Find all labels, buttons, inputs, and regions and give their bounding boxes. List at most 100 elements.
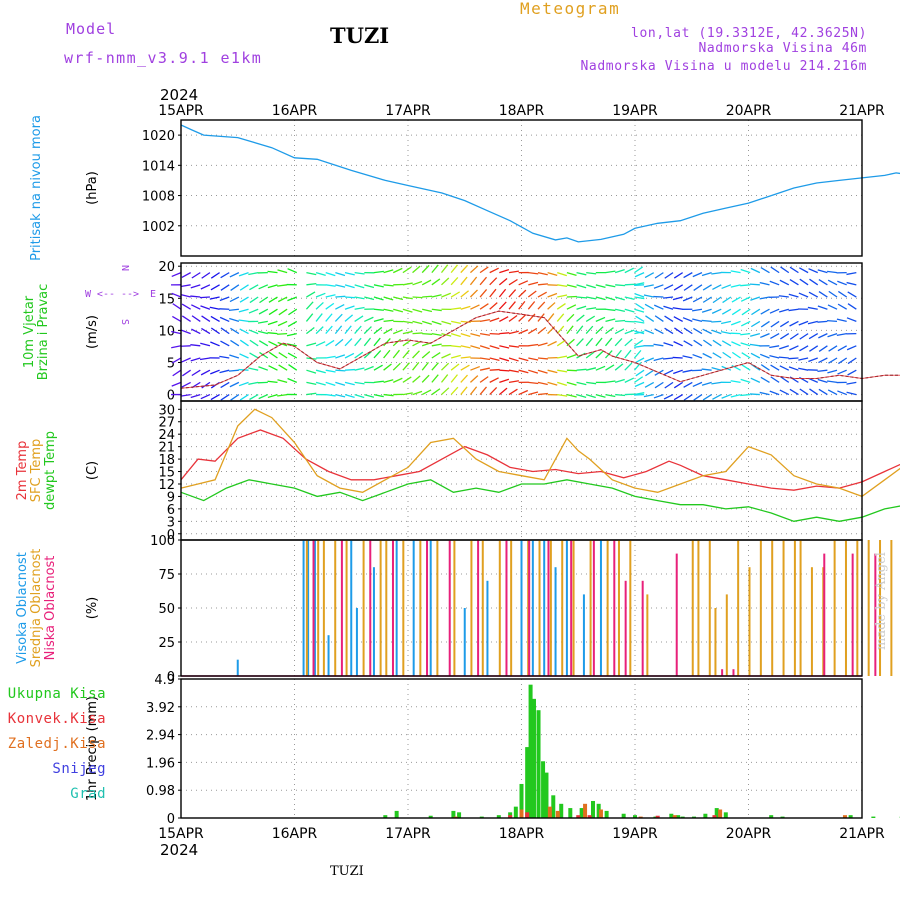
ytick-label: 3 xyxy=(167,515,175,530)
wind-arrow xyxy=(220,327,230,335)
wind-arrow xyxy=(335,272,346,277)
wind-arrow xyxy=(230,284,240,291)
wind-arrow xyxy=(837,280,847,286)
top-xtick-label: 20APR xyxy=(726,103,772,119)
bar-clouds xyxy=(429,540,432,676)
wind-arrow xyxy=(315,313,323,322)
wind-arrow xyxy=(789,279,799,286)
wind-arrow xyxy=(672,307,683,310)
wind-arrow xyxy=(586,393,596,399)
wind-arrow xyxy=(547,272,558,277)
wind-arrow xyxy=(635,369,645,377)
wind-arrow xyxy=(479,276,488,286)
bar-clouds xyxy=(510,540,513,676)
bar-clouds xyxy=(307,540,310,676)
wind-arrow xyxy=(683,340,693,347)
wind-arrow xyxy=(779,365,790,371)
wind-arrow xyxy=(672,296,683,301)
wind-arrow xyxy=(769,345,780,349)
ylabel-clouds: Niska Oblacnost xyxy=(43,556,58,661)
wind-arrow xyxy=(837,369,847,375)
precip-legend-item: Konvek.Kisa xyxy=(8,711,106,727)
bar-precipitation xyxy=(394,810,399,818)
wind-arrow xyxy=(683,272,693,279)
wind-arrow xyxy=(460,305,471,310)
wind-arrow xyxy=(412,350,420,359)
footer-station: TUZI xyxy=(330,864,364,879)
wind-arrow xyxy=(191,328,201,335)
bar-precipitation xyxy=(583,803,588,818)
wind-arrow xyxy=(556,302,566,310)
wind-arrow xyxy=(576,305,587,310)
wind-arrow xyxy=(663,393,674,400)
units-label: (%) xyxy=(85,597,100,620)
wind-arrow xyxy=(190,393,201,399)
bar-clouds xyxy=(402,540,405,676)
wind-arrow xyxy=(460,356,471,359)
bar-clouds xyxy=(856,540,859,676)
wind-arrow xyxy=(354,351,364,359)
wind-arrow xyxy=(769,280,780,286)
ytick-label: 50 xyxy=(158,602,175,617)
wind-arrow xyxy=(508,301,516,310)
wind-arrow xyxy=(693,394,703,401)
wind-arrow xyxy=(431,362,439,371)
wind-arrow xyxy=(566,313,575,322)
ytick-label: 5 xyxy=(167,356,175,371)
wind-arrow xyxy=(181,315,192,322)
wind-arrow xyxy=(605,270,616,274)
ytick-label: 12 xyxy=(158,478,175,493)
bar-clouds xyxy=(481,540,484,676)
wind-arrow xyxy=(643,294,654,298)
wind-arrow xyxy=(817,378,828,384)
wind-arrow xyxy=(750,320,761,328)
wind-arrow xyxy=(238,272,249,277)
bar-clouds xyxy=(412,540,415,676)
wind-arrow xyxy=(508,380,519,384)
wind-arrow xyxy=(287,377,298,383)
wind-arrow xyxy=(489,368,500,371)
wind-dir-east: E xyxy=(150,289,156,300)
wind-arrow xyxy=(344,368,356,371)
wind-arrow xyxy=(770,333,780,339)
units-label: 1hr Precip (mm) xyxy=(85,696,100,801)
bar-precipitation xyxy=(712,815,717,818)
bar-precipitation xyxy=(551,795,556,818)
wind-arrow xyxy=(286,332,297,337)
wind-arrow xyxy=(760,266,770,274)
wind-arrow xyxy=(664,327,674,335)
wind-arrow xyxy=(740,296,751,302)
wind-arrow xyxy=(566,284,577,288)
wind-arrow xyxy=(259,296,269,304)
ytick-label: 100 xyxy=(150,534,175,549)
wind-arrow xyxy=(344,314,354,322)
wind-arrow xyxy=(373,350,382,359)
bar-clouds xyxy=(782,540,785,676)
bar-clouds xyxy=(477,540,480,676)
wind-arrow xyxy=(287,268,298,274)
wind-arrow xyxy=(335,284,346,288)
wind-arrow xyxy=(286,343,297,347)
wind-arrow xyxy=(818,357,828,364)
ytick-label: 24 xyxy=(158,428,175,443)
wind-arrow xyxy=(450,374,458,383)
wind-arrow xyxy=(605,380,616,384)
wind-arrow xyxy=(229,272,240,278)
wind-arrow xyxy=(653,304,664,310)
bar-precipitation xyxy=(723,812,728,818)
wind-arrow xyxy=(489,345,500,350)
wind-arrow xyxy=(711,320,722,323)
units-label: (hPa) xyxy=(85,171,100,205)
bar-precipitation xyxy=(457,812,462,818)
wind-arrow xyxy=(228,369,239,372)
wind-arrow xyxy=(402,320,413,324)
bar-clouds xyxy=(538,540,541,676)
wind-arrow xyxy=(171,381,182,387)
wind-arrow xyxy=(199,296,210,299)
bar-clouds xyxy=(714,608,717,676)
wind-arrow xyxy=(248,271,259,276)
wind-arrow xyxy=(210,369,220,375)
wind-arrow xyxy=(693,339,703,347)
wind-arrow xyxy=(615,319,626,323)
